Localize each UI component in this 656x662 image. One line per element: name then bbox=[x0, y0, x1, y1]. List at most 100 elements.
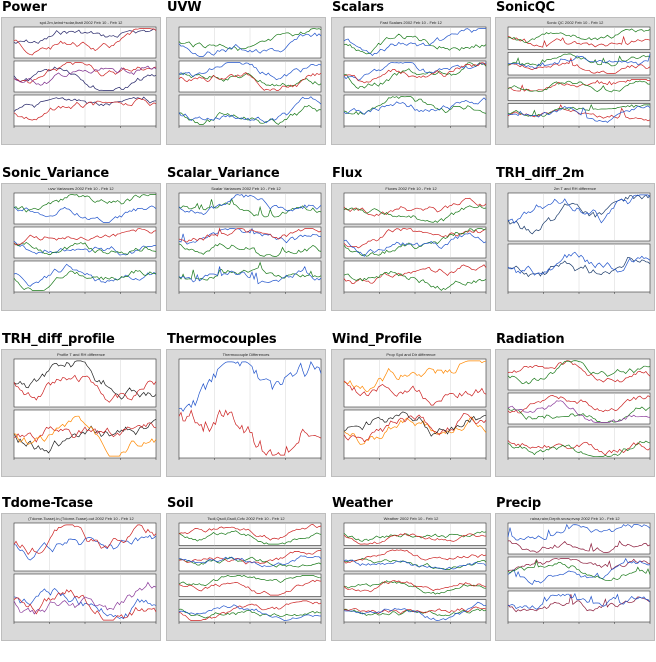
plot-thumbnail[interactable]: Thermocouple Differences bbox=[166, 349, 326, 477]
plot-thumbnail-image: (Tdome-Tcase).in,(Tdome-Tcase).out 2002 … bbox=[13, 516, 157, 624]
plot-tile[interactable]: Thermocouples Thermocouple Differences bbox=[165, 332, 327, 497]
plot-tile[interactable]: UVW bbox=[165, 0, 327, 165]
plot-trace bbox=[507, 194, 651, 224]
plot-thumbnail[interactable]: Fast Scalars 2002 Feb 10 - Feb 12 bbox=[331, 17, 491, 145]
plot-title-link[interactable]: Sonic_Variance bbox=[2, 166, 109, 181]
plot-thumbnail-image: 2m T and RH difference bbox=[507, 186, 651, 294]
plot-title-link[interactable]: Tdome-Tcase bbox=[2, 496, 93, 511]
plot-thumbnail[interactable]: (Tdome-Tcase).in,(Tdome-Tcase).out 2002 … bbox=[1, 513, 161, 641]
plot-trace bbox=[507, 251, 651, 276]
plot-title-link[interactable]: Radiation bbox=[496, 332, 565, 347]
plot-trace bbox=[178, 28, 322, 52]
plot-title-link[interactable]: SonicQC bbox=[496, 0, 555, 15]
plot-subtitle: Weather 2002 Feb 10 - Feb 12 bbox=[384, 516, 439, 521]
plot-trace bbox=[507, 400, 651, 423]
plot-trace bbox=[343, 411, 487, 437]
plot-title-link[interactable]: Flux bbox=[332, 166, 363, 181]
plot-tile[interactable]: TRH_diff_2m 2m T and RH difference bbox=[494, 166, 656, 331]
plot-thumbnail-image: uvw Variances 2002 Feb 10 - Feb 12 bbox=[13, 186, 157, 294]
plot-trace bbox=[507, 360, 651, 385]
plot-title-link[interactable]: Precip bbox=[496, 496, 542, 511]
plot-trace bbox=[178, 72, 322, 87]
plot-trace bbox=[507, 103, 650, 117]
plot-trace bbox=[343, 413, 487, 443]
plot-trace bbox=[507, 80, 650, 93]
plot-tile[interactable]: Scalar_Variance Scalar Variances 2002 Feb… bbox=[165, 166, 327, 331]
plot-trace bbox=[13, 589, 157, 621]
plot-thumbnail[interactable]: 2m T and RH difference bbox=[495, 183, 655, 311]
plot-tile[interactable]: Wind_Profile Prop Spd and Dir difference bbox=[330, 332, 492, 497]
plot-thumbnail[interactable]: Profile T and RH difference bbox=[1, 349, 161, 477]
plot-tile[interactable]: Flux Fluxes 2002 Feb 10 - Feb 12 bbox=[330, 166, 492, 331]
plot-thumbnail[interactable] bbox=[495, 349, 655, 477]
plot-trace bbox=[343, 580, 486, 595]
plot-trace bbox=[178, 604, 322, 621]
plot-trace bbox=[343, 580, 487, 593]
plot-trace bbox=[13, 96, 157, 112]
plot-tile[interactable]: Precip raina,rainr,Depth.snow,evap 2002 F… bbox=[494, 496, 656, 661]
plot-subtitle: Prop Spd and Dir difference bbox=[386, 352, 436, 357]
plot-trace bbox=[13, 28, 157, 56]
plot-tile[interactable]: Scalars Fast Scalars 2002 Feb 10 - Feb 12 bbox=[330, 0, 492, 165]
plot-thumbnail[interactable]: Tsoil,Qsoil,Gsoil,Cvfc 2002 Feb 10 - Feb… bbox=[166, 513, 326, 641]
plot-thumbnail[interactable]: uvw Variances 2002 Feb 10 - Feb 12 bbox=[1, 183, 161, 311]
plot-tile[interactable]: TRH_diff_profile Profile T and RH differe… bbox=[0, 332, 162, 497]
plot-trace bbox=[178, 524, 322, 541]
plot-title-link[interactable]: Scalar_Variance bbox=[167, 166, 280, 181]
plot-subtitle: Profile T and RH difference bbox=[57, 352, 106, 357]
plot-trace bbox=[178, 32, 322, 57]
plot-thumbnail[interactable]: Weather 2002 Feb 10 - Feb 12 bbox=[331, 513, 491, 641]
plot-title-link[interactable]: Wind_Profile bbox=[332, 332, 422, 347]
plot-trace bbox=[178, 72, 322, 91]
plot-thumbnail-image: Thermocouple Differences bbox=[178, 352, 322, 460]
plot-trace bbox=[507, 57, 651, 74]
plot-trace bbox=[343, 197, 487, 217]
plot-trace bbox=[343, 270, 487, 291]
plot-title-link[interactable]: UVW bbox=[167, 0, 202, 15]
plot-subtitle: 2m T and RH difference bbox=[554, 186, 597, 191]
plot-trace bbox=[178, 261, 322, 281]
plot-thumbnail-image: Sonic QC 2002 Feb 10 - Feb 12 bbox=[507, 20, 651, 128]
plot-trace bbox=[507, 35, 651, 48]
plot-title-link[interactable]: Power bbox=[2, 0, 47, 15]
plot-trace bbox=[507, 53, 651, 67]
plot-subtitle: Tsoil,Qsoil,Gsoil,Cvfc 2002 Feb 10 - Feb… bbox=[207, 516, 285, 521]
plot-thumbnail-image: Prop Spd and Dir difference bbox=[343, 352, 487, 460]
plot-title-link[interactable]: Weather bbox=[332, 496, 393, 511]
plot-thumbnail[interactable]: Prop Spd and Dir difference bbox=[331, 349, 491, 477]
plot-trace bbox=[507, 406, 651, 423]
plot-trace bbox=[178, 227, 322, 243]
plot-trace bbox=[178, 198, 322, 218]
plot-trace bbox=[13, 98, 157, 121]
plot-tile[interactable]: Weather Weather 2002 Feb 10 - Feb 12 bbox=[330, 496, 492, 661]
plot-tile[interactable]: Radiation bbox=[494, 332, 656, 497]
plot-thumbnail[interactable]: Fluxes 2002 Feb 10 - Feb 12 bbox=[331, 183, 491, 311]
plot-trace bbox=[178, 579, 322, 596]
plot-subtitle: spd.2m,Iwind+solar,Ibatt 2002 Feb 10 - F… bbox=[40, 20, 124, 25]
plot-tile[interactable]: SonicQC Sonic QC 2002 Feb 10 - Feb 12 bbox=[494, 0, 656, 165]
plot-trace bbox=[13, 65, 157, 86]
plot-title-link[interactable]: TRH_diff_2m bbox=[496, 166, 585, 181]
plot-trace bbox=[507, 592, 651, 610]
plot-thumbnail-image: Scalar Variances 2002 Feb 10 - Feb 12 bbox=[178, 186, 322, 294]
plot-tile[interactable]: Tdome-Tcase (Tdome-Tcase).in,(Tdome-Tcase… bbox=[0, 496, 162, 661]
plot-thumbnail[interactable]: Sonic QC 2002 Feb 10 - Feb 12 bbox=[495, 17, 655, 145]
plot-trace bbox=[13, 228, 157, 246]
plot-trace bbox=[507, 440, 651, 457]
plot-title-link[interactable]: TRH_diff_profile bbox=[2, 332, 115, 347]
plot-title-link[interactable]: Scalars bbox=[332, 0, 384, 15]
plot-trace bbox=[343, 608, 487, 617]
plot-thumbnail[interactable]: raina,rainr,Depth.snow,evap 2002 Feb 10 … bbox=[495, 513, 655, 641]
plot-thumbnail[interactable] bbox=[166, 17, 326, 145]
plot-thumbnail[interactable]: spd.2m,Iwind+solar,Ibatt 2002 Feb 10 - F… bbox=[1, 17, 161, 145]
plot-trace bbox=[507, 53, 651, 69]
plot-trace bbox=[343, 62, 487, 84]
plot-tile[interactable]: Soil Tsoil,Qsoil,Gsoil,Cvfc 2002 Feb 10 -… bbox=[165, 496, 327, 661]
plot-thumbnail[interactable]: Scalar Variances 2002 Feb 10 - Feb 12 bbox=[166, 183, 326, 311]
plot-title-link[interactable]: Soil bbox=[167, 496, 194, 511]
plot-subtitle: Scalar Variances 2002 Feb 10 - Feb 12 bbox=[211, 186, 281, 191]
plot-tile[interactable]: Power spd.2m,Iwind+solar,Ibatt 2002 Feb 1… bbox=[0, 0, 162, 165]
plot-title-link[interactable]: Thermocouples bbox=[167, 332, 277, 347]
plot-trace bbox=[507, 557, 651, 586]
